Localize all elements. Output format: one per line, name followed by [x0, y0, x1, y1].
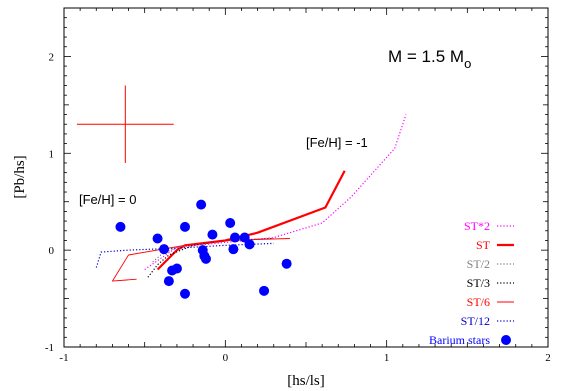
barium-star-point	[152, 233, 163, 244]
x-tick-label: 0	[223, 352, 229, 364]
legend-label: ST/12	[461, 314, 490, 328]
mass-subscript: o	[464, 56, 471, 71]
y-tick-label: -1	[45, 342, 54, 354]
legend-swatch-point	[501, 335, 511, 345]
barium-star-point	[159, 244, 170, 255]
barium-star-point	[196, 199, 207, 210]
barium-star-point	[200, 253, 211, 264]
series-line-st-2	[152, 242, 210, 263]
legend-label: ST	[476, 238, 491, 252]
legend-label: ST/6	[467, 295, 490, 309]
x-tick-label: -1	[59, 352, 68, 364]
legend-label: ST/2	[467, 257, 490, 271]
legend: ST*2 ST ST/2 ST/3 ST/6 ST/12 Barium stars	[429, 219, 514, 347]
legend-label: Barium stars	[429, 333, 490, 347]
feh-high-annotation: [Fe/H] = 0	[79, 192, 136, 207]
y-tick-label: 2	[49, 51, 55, 63]
x-tick-label: 2	[545, 352, 551, 364]
barium-star-point	[281, 258, 292, 269]
barium-star-point	[207, 229, 218, 240]
series-line-st-3	[147, 237, 274, 278]
barium-star-point	[225, 218, 236, 229]
axis-ticks: -1 0 1 2 -1 0 1 2	[45, 7, 551, 364]
y-axis-title: [Pb/hs]	[12, 155, 28, 198]
mass-annotation: M = 1.5 Mo	[388, 47, 471, 71]
series-line-st-12	[95, 242, 274, 268]
barium-star-point	[228, 244, 239, 255]
barium-star-point	[180, 288, 190, 299]
series-line-st	[156, 170, 346, 271]
barium-star-point	[115, 221, 126, 232]
legend-label: ST/3	[467, 276, 490, 290]
barium-star-point	[244, 239, 255, 250]
y-tick-label: 0	[49, 245, 55, 257]
model-curves	[95, 114, 407, 282]
x-axis-title: [hs/ls]	[287, 373, 325, 389]
y-tick-label: 1	[49, 148, 55, 160]
barium-star-point	[171, 263, 182, 274]
barium-star-point	[230, 232, 241, 243]
error-bar	[76, 85, 174, 163]
barium-stars-points	[115, 199, 292, 299]
barium-star-point	[180, 221, 190, 232]
feh-low-annotation: [Fe/H] = -1	[306, 135, 368, 150]
x-tick-label: 1	[384, 352, 390, 364]
barium-star-point	[163, 276, 174, 287]
barium-star-point	[259, 285, 270, 296]
legend-label: ST*2	[464, 219, 490, 233]
